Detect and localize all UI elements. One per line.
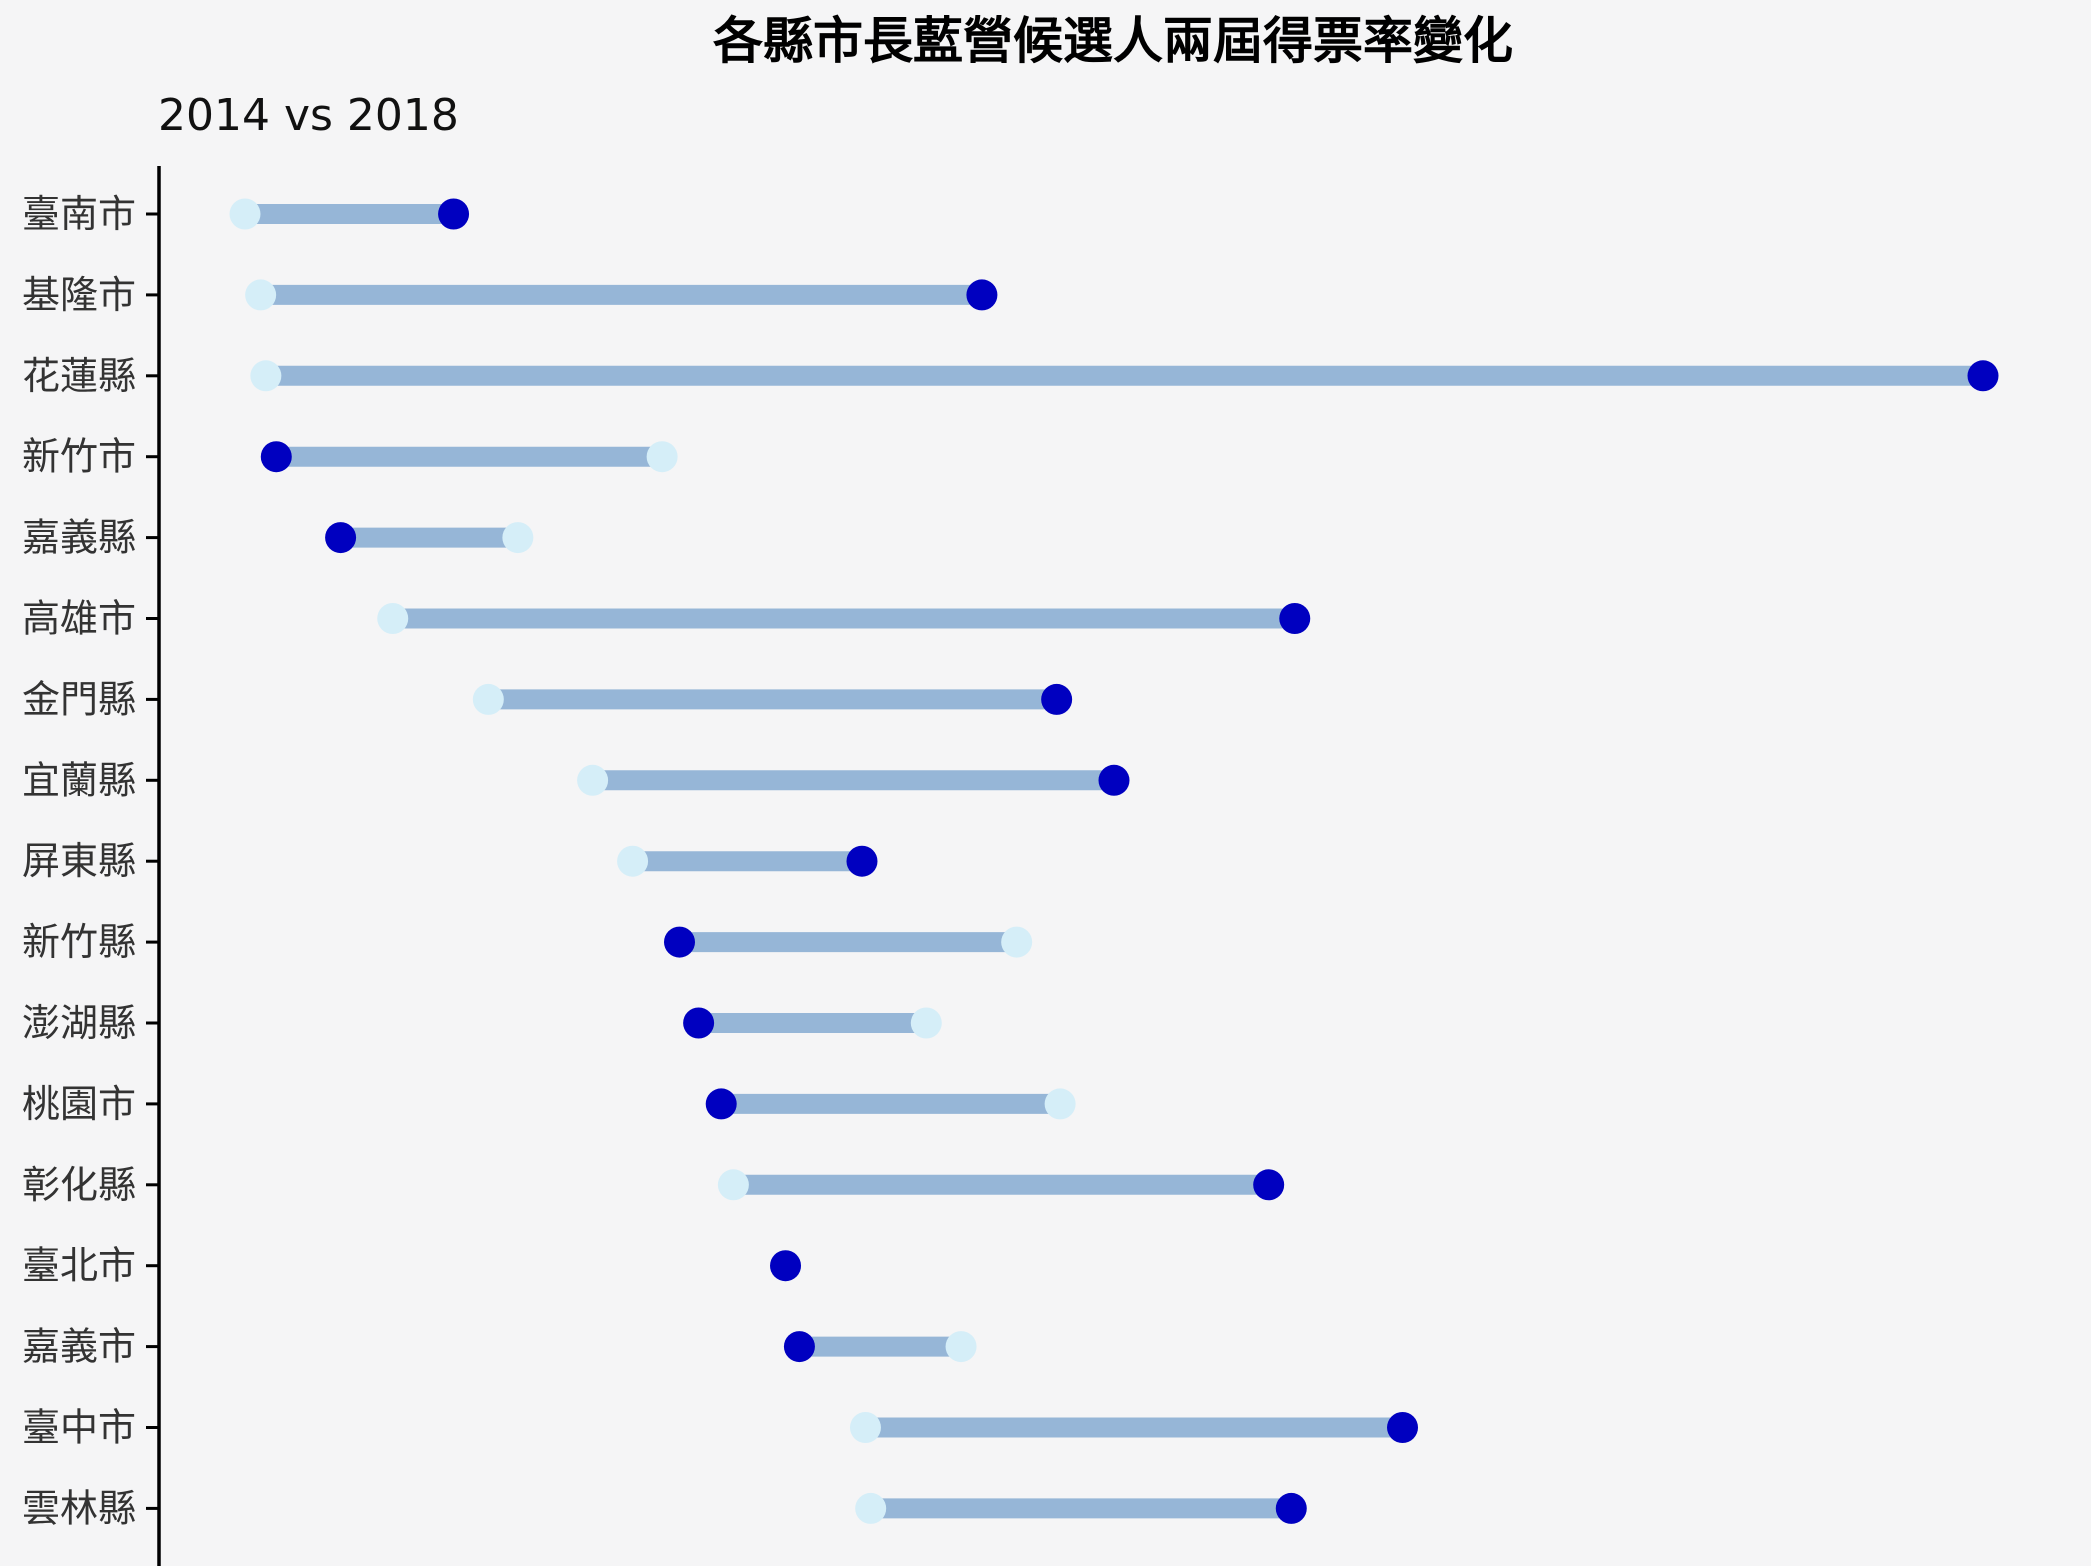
point-2014 bbox=[245, 279, 277, 311]
y-tick-label: 臺北市 bbox=[22, 1244, 136, 1288]
y-tick-label: 彰化縣 bbox=[22, 1163, 136, 1207]
point-2014 bbox=[855, 1492, 887, 1524]
point-2018 bbox=[783, 1331, 815, 1363]
point-2018 bbox=[1098, 764, 1130, 796]
chart-title: 各縣市長藍營候選人兩屆得票率變化 bbox=[713, 12, 1513, 70]
data-points bbox=[229, 198, 1999, 1524]
point-2014 bbox=[250, 360, 282, 392]
y-tick-label: 屏東縣 bbox=[22, 839, 136, 883]
point-2018 bbox=[1387, 1412, 1419, 1443]
y-tick-label: 嘉義縣 bbox=[22, 516, 136, 560]
y-tick-label: 嘉義市 bbox=[22, 1325, 136, 1369]
point-2014 bbox=[646, 441, 678, 473]
point-2014 bbox=[229, 198, 261, 230]
point-2018 bbox=[1279, 603, 1311, 634]
point-2014 bbox=[849, 1412, 881, 1443]
point-2014 bbox=[617, 845, 649, 877]
y-tick-label: 桃園市 bbox=[22, 1082, 136, 1126]
point-2018 bbox=[325, 522, 357, 554]
y-tick-label: 花蓮縣 bbox=[22, 354, 136, 398]
point-2018 bbox=[1967, 360, 1999, 392]
point-2014 bbox=[1001, 926, 1033, 958]
point-2014 bbox=[945, 1331, 977, 1363]
point-2014 bbox=[472, 683, 504, 715]
point-2014 bbox=[377, 603, 409, 634]
y-axis-ticks: 臺南市基隆市花蓮縣新竹市嘉義縣高雄市金門縣宜蘭縣屏東縣新竹縣澎湖縣桃園市彰化縣臺… bbox=[22, 192, 159, 1530]
chart-subtitle: 2014 vs 2018 bbox=[158, 90, 459, 141]
y-tick-label: 金門縣 bbox=[22, 677, 136, 721]
y-tick-label: 宜蘭縣 bbox=[22, 758, 136, 802]
point-2018 bbox=[438, 198, 470, 230]
point-2018 bbox=[664, 926, 695, 958]
point-2018 bbox=[846, 845, 878, 877]
point-2014 bbox=[577, 764, 609, 796]
point-2014 bbox=[717, 1169, 749, 1201]
y-tick-label: 新竹市 bbox=[22, 435, 136, 479]
point-2018 bbox=[966, 279, 998, 311]
point-2014 bbox=[910, 1007, 942, 1039]
connector-lines bbox=[245, 204, 1983, 1519]
point-2014 bbox=[1044, 1088, 1076, 1120]
y-tick-label: 臺中市 bbox=[22, 1406, 136, 1450]
point-2018 bbox=[1253, 1169, 1285, 1201]
point-2018 bbox=[770, 1250, 802, 1282]
point-2018 bbox=[260, 441, 292, 473]
y-tick-label: 臺南市 bbox=[22, 192, 136, 236]
point-2018 bbox=[1041, 683, 1073, 715]
point-2018 bbox=[705, 1088, 737, 1120]
point-2018 bbox=[683, 1007, 715, 1039]
y-tick-label: 雲林縣 bbox=[22, 1486, 136, 1530]
y-tick-label: 高雄市 bbox=[22, 597, 136, 641]
y-tick-label: 新竹縣 bbox=[22, 920, 136, 964]
point-2014 bbox=[502, 522, 534, 554]
y-tick-label: 澎湖縣 bbox=[22, 1001, 136, 1045]
point-2018 bbox=[1275, 1492, 1307, 1524]
y-tick-label: 基隆市 bbox=[22, 273, 136, 317]
